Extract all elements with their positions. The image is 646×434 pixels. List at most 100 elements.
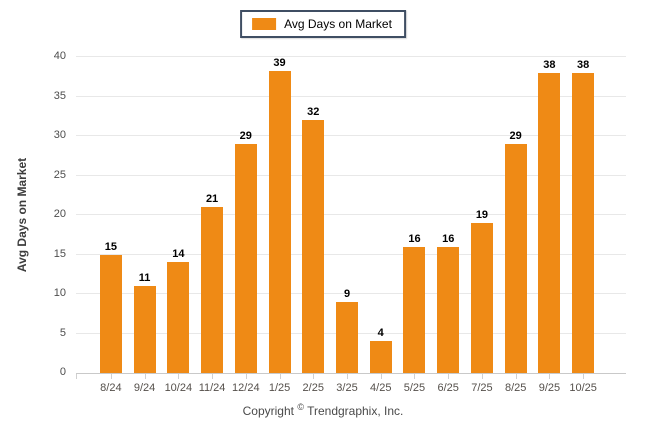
bar bbox=[201, 207, 224, 373]
y-tick-label: 15 bbox=[53, 247, 66, 260]
plot-area: 15 8/24 11 9/24 14 10/24 21 11/24 29 12/24 39 1/25 3… bbox=[76, 56, 626, 394]
x-tick-label: 8/24 bbox=[100, 382, 122, 394]
y-tick-label: 20 bbox=[53, 208, 66, 220]
bar-value-label: 9 bbox=[343, 287, 351, 300]
copyright-text: Copyright © Trendgraphix, Inc. bbox=[0, 402, 646, 418]
bar bbox=[572, 72, 595, 373]
bar-value-label: 38 bbox=[543, 58, 556, 71]
bar-value-label: 29 bbox=[509, 129, 522, 142]
gridline bbox=[76, 95, 626, 97]
x-tick-mark bbox=[549, 374, 551, 379]
bar bbox=[538, 72, 561, 373]
x-tick-mark bbox=[279, 374, 281, 379]
bar-value-label: 38 bbox=[577, 58, 590, 71]
gridline bbox=[76, 135, 626, 136]
bar-value-label: 32 bbox=[307, 106, 320, 119]
x-tick-mark bbox=[178, 374, 180, 379]
x-tick-label: 9/24 bbox=[133, 382, 156, 394]
y-axis-title-text: Avg Days on Market bbox=[15, 157, 30, 273]
gridline bbox=[76, 214, 626, 215]
y-tick-label: 10 bbox=[53, 287, 66, 299]
legend-swatch bbox=[252, 18, 277, 30]
bar-value-label: 16 bbox=[408, 232, 421, 245]
y-tick-label: 40 bbox=[53, 50, 66, 62]
bar-cell: 15 8/24 bbox=[94, 57, 128, 394]
bar-cell: 39 1/25 bbox=[263, 57, 297, 394]
copyright-prefix: Copyright bbox=[242, 404, 298, 418]
legend-label: Avg Days on Market bbox=[284, 17, 392, 31]
bar-value-label: 19 bbox=[475, 208, 489, 221]
x-tick-mark bbox=[448, 374, 450, 379]
x-tick-mark bbox=[110, 374, 112, 379]
bar bbox=[302, 120, 325, 373]
bar-cell: 19 7/25 bbox=[465, 57, 499, 394]
bar-cell: 21 11/24 bbox=[195, 57, 229, 394]
x-tick-label: 4/25 bbox=[370, 382, 392, 394]
x-tick-mark bbox=[313, 374, 315, 379]
x-tick-label: 2/25 bbox=[302, 382, 324, 394]
x-tick-label: 5/25 bbox=[403, 382, 426, 394]
bar bbox=[167, 262, 190, 373]
bar-cell: 11 9/24 bbox=[128, 57, 162, 394]
y-tick-label: 0 bbox=[59, 366, 66, 378]
x-tick-label: 10/24 bbox=[164, 382, 193, 394]
x-tick-label: 11/24 bbox=[198, 382, 226, 394]
bar-value-label: 39 bbox=[273, 57, 286, 69]
bar bbox=[99, 254, 122, 373]
x-tick-label: 3/25 bbox=[336, 382, 358, 394]
y-tick-label: 30 bbox=[53, 129, 66, 141]
bar bbox=[133, 286, 156, 373]
bar-value-label: 15 bbox=[104, 240, 117, 253]
bar-cell: 29 12/24 bbox=[229, 57, 263, 394]
x-tick-label: 6/25 bbox=[437, 382, 459, 394]
x-tick-mark bbox=[212, 374, 214, 379]
bar-cell: 38 9/25 bbox=[533, 57, 567, 394]
bar-cell: 32 2/25 bbox=[296, 57, 330, 394]
gridline bbox=[76, 293, 626, 294]
bar bbox=[437, 246, 460, 373]
y-tick-label: 5 bbox=[59, 326, 66, 339]
gridline bbox=[76, 56, 626, 57]
bar-cell: 9 3/25 bbox=[330, 57, 364, 394]
x-tick-mark bbox=[144, 374, 146, 379]
x-tick-mark bbox=[380, 374, 382, 379]
bar bbox=[369, 341, 392, 373]
bar-cell: 14 10/24 bbox=[161, 57, 195, 394]
bar bbox=[268, 71, 291, 373]
bar bbox=[403, 246, 426, 373]
x-tick-mark bbox=[583, 374, 585, 379]
x-tick-label: 12/24 bbox=[232, 382, 260, 394]
x-tick-mark bbox=[515, 374, 517, 379]
bar-cell: 4 4/25 bbox=[364, 57, 398, 394]
bar-value-label: 11 bbox=[138, 272, 151, 285]
bar-value-label: 29 bbox=[239, 129, 252, 142]
x-tick-mark bbox=[481, 374, 483, 379]
copyright-symbol: © bbox=[297, 402, 304, 412]
legend: Avg Days on Market bbox=[240, 10, 406, 38]
bar bbox=[234, 143, 257, 373]
x-tick-label: 1/25 bbox=[268, 382, 291, 394]
bar-value-label: 21 bbox=[205, 193, 219, 206]
bar-value-label: 4 bbox=[377, 327, 384, 340]
bar-cell: 29 8/25 bbox=[499, 57, 533, 394]
x-tick-label: 10/25 bbox=[569, 382, 597, 394]
y-tick-label: 35 bbox=[53, 89, 66, 102]
gridline bbox=[76, 174, 626, 176]
x-tick-mark bbox=[347, 374, 348, 379]
bar-value-label: 14 bbox=[172, 248, 185, 261]
bar bbox=[336, 301, 358, 373]
bar-cell: 38 10/25 bbox=[566, 57, 600, 394]
x-tick-label: 9/25 bbox=[538, 382, 561, 394]
bar-cell: 16 6/25 bbox=[431, 57, 465, 394]
x-tick-mark bbox=[245, 374, 247, 379]
x-tick-mark bbox=[414, 374, 416, 379]
y-tick-label: 25 bbox=[53, 168, 66, 181]
y-axis-ticks: 0 5 10 15 20 25 30 35 40 bbox=[40, 50, 70, 378]
gridline bbox=[76, 253, 626, 255]
bars-row: 15 8/24 11 9/24 14 10/24 21 11/24 29 12/24 39 1/25 3… bbox=[76, 57, 626, 394]
bar-cell: 16 5/25 bbox=[398, 57, 432, 394]
copyright-suffix: Trendgraphix, Inc. bbox=[303, 404, 404, 418]
bar-value-label: 16 bbox=[442, 232, 455, 245]
bar bbox=[470, 222, 493, 373]
